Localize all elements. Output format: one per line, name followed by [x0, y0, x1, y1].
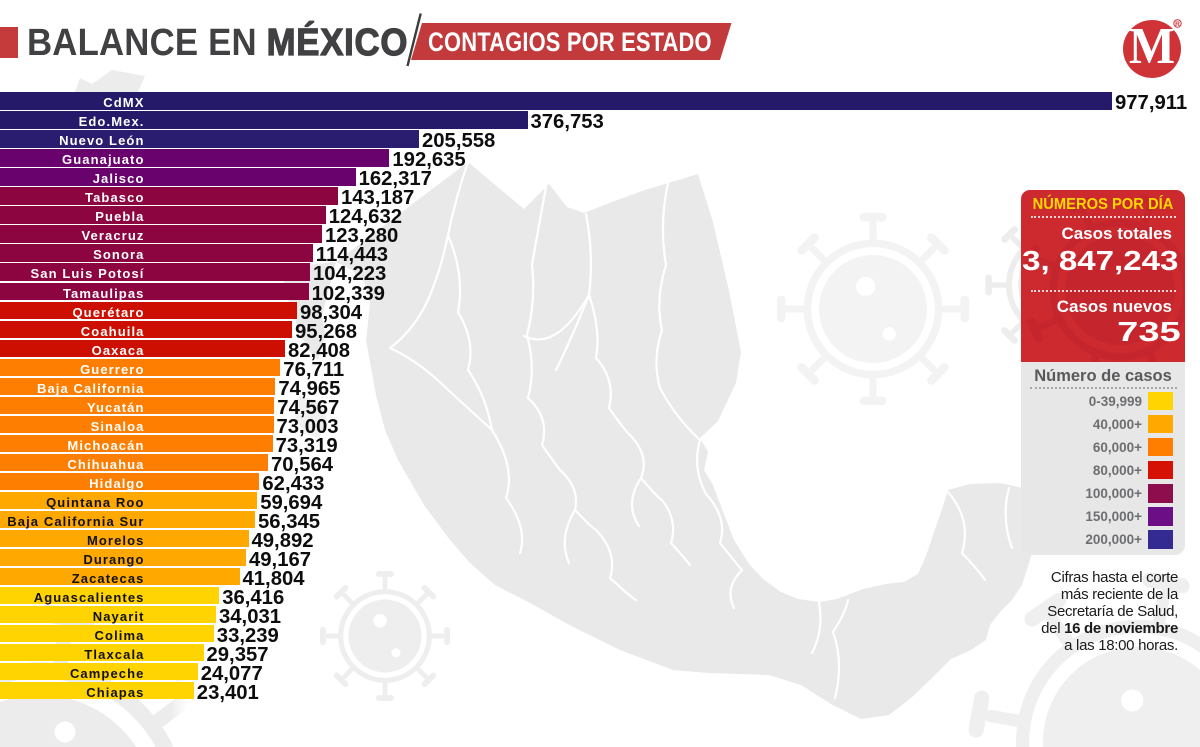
svg-text:R: R — [1175, 21, 1180, 28]
